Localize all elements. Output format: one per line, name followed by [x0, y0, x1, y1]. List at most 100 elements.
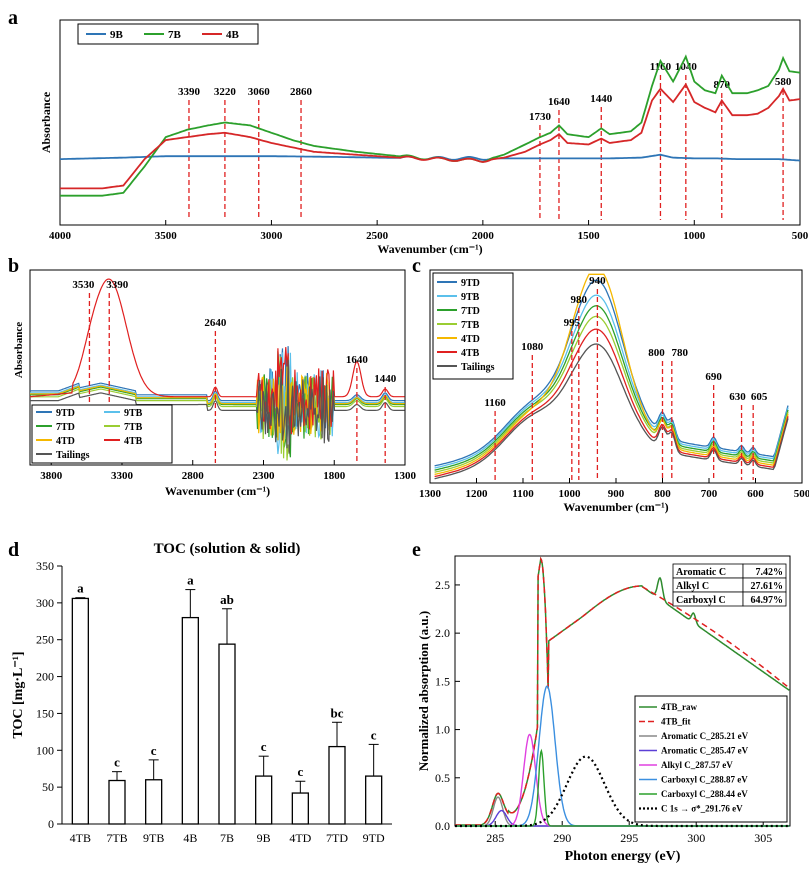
- legend-entry: 4TB: [461, 348, 480, 359]
- peak-annotation: 3390: [178, 86, 201, 98]
- legend-entry: 7TB: [461, 320, 480, 331]
- table-value: 7.42%: [756, 567, 784, 578]
- x-tick-label: 4TD: [289, 831, 311, 845]
- table-label: Aromatic C: [676, 567, 726, 578]
- peak-annotation: 580: [775, 76, 792, 88]
- legend-entry: Aromatic C_285.21 eV: [661, 731, 749, 741]
- y-tick-label: 0.5: [435, 771, 450, 785]
- bar-9TD: [365, 775, 383, 825]
- x-tick-label: 2500: [366, 230, 389, 242]
- y-axis-label: Absorbance: [39, 91, 53, 153]
- legend: [31, 404, 173, 464]
- series-line-4B: [60, 82, 801, 190]
- legend-entry: 7TD: [56, 422, 75, 433]
- x-tick-label: 2000: [472, 230, 495, 242]
- bar-9TB: [145, 779, 163, 825]
- significance-letter: a: [187, 573, 194, 588]
- y-tick-label: 100: [36, 743, 54, 757]
- x-axis-label: Wavenumber (cm⁻¹): [377, 242, 482, 256]
- y-tick-label: 50: [42, 780, 54, 794]
- legend-entry: 7TD: [461, 306, 480, 317]
- significance-letter: c: [114, 755, 120, 770]
- x-tick-label: 285: [486, 831, 504, 845]
- x-tick-label: 3800: [40, 470, 63, 482]
- y-tick-label: 300: [36, 596, 54, 610]
- legend-entry: 4TD: [56, 436, 75, 447]
- y-tick-label: 1.5: [435, 674, 450, 688]
- x-tick-label: 3000: [260, 230, 283, 242]
- x-tick-label: 4000: [49, 230, 72, 242]
- series-line-7TB: [434, 315, 789, 473]
- peak-annotation: 780: [672, 347, 689, 359]
- series-line-9TB: [434, 294, 789, 469]
- x-tick-label: 600: [747, 488, 764, 500]
- series-line-4TB_fit: [455, 556, 790, 826]
- peak-annotation: 1440: [590, 93, 613, 105]
- peak-annotation: 995: [564, 317, 581, 329]
- x-tick-label: 1800: [323, 470, 346, 482]
- legend-entry: 9TB: [124, 408, 143, 419]
- table-label: Carboxyl C: [676, 595, 726, 606]
- significance-letter: c: [297, 764, 303, 779]
- legend-entry: 4B: [226, 29, 240, 41]
- y-axis-label: Normalized absorption (a.u.): [416, 611, 431, 771]
- series-line-7TD: [434, 305, 789, 471]
- series-line-Tailings: [434, 343, 789, 480]
- legend: [432, 272, 514, 380]
- x-tick-label: 9TB: [143, 831, 164, 845]
- peak-annotation: 1160: [484, 397, 506, 409]
- table-label: Alkyl C: [676, 581, 709, 592]
- panel-label: b: [8, 255, 19, 277]
- panel-label: e: [412, 539, 421, 561]
- legend: [77, 23, 259, 45]
- x-tick-label: 1300: [394, 470, 417, 482]
- x-tick-label: 1300: [419, 488, 442, 500]
- panel-a-frame: [59, 19, 801, 226]
- x-axis-label: Wavenumber (cm⁻¹): [563, 500, 668, 514]
- x-tick-label: 700: [701, 488, 718, 500]
- x-tick-label: 3500: [155, 230, 178, 242]
- peak-annotation: 800: [648, 347, 665, 359]
- table-value: 27.61%: [751, 581, 784, 592]
- legend-entry: Tailings: [461, 362, 495, 373]
- peak-annotation: 3220: [214, 86, 237, 98]
- peak-annotation: 1080: [521, 341, 544, 353]
- peak-annotation: 690: [705, 371, 722, 383]
- significance-letter: ab: [220, 592, 234, 607]
- y-axis-label: TOC [mg·L⁻¹]: [11, 651, 26, 738]
- legend-entry: 4TD: [461, 334, 480, 345]
- peak-annotation: 3530: [72, 279, 95, 291]
- legend-entry: 4TB_raw: [661, 702, 698, 712]
- series-line-4TB: [434, 328, 789, 478]
- x-tick-label: 295: [620, 831, 638, 845]
- x-tick-label: 1500: [578, 230, 601, 242]
- x-tick-label: 7TD: [326, 831, 348, 845]
- legend-entry: Carboxyl C_288.87 eV: [661, 775, 748, 785]
- x-tick-label: 2300: [252, 470, 275, 482]
- peak-annotation: 1730: [529, 111, 552, 123]
- peak-annotation: 1640: [346, 354, 369, 366]
- y-tick-label: 0: [48, 817, 54, 831]
- x-tick-label: 1000: [683, 230, 706, 242]
- peak-annotation: 2640: [204, 317, 227, 329]
- peak-annotation: 940: [589, 275, 606, 287]
- x-tick-label: 7TB: [106, 831, 127, 845]
- legend-entry: 4TB_fit: [661, 717, 691, 727]
- component-peak: [455, 755, 790, 828]
- x-tick-label: 1000: [559, 488, 582, 500]
- bar-4TB: [71, 597, 89, 825]
- x-tick-label: 305: [754, 831, 772, 845]
- peak-annotation: 630: [729, 391, 746, 403]
- x-axis-label: Photon energy (eV): [565, 849, 681, 864]
- legend-entry: 9B: [110, 29, 124, 41]
- significance-letter: c: [151, 743, 157, 758]
- table-value: 64.97%: [751, 595, 784, 606]
- significance-letter: c: [261, 739, 267, 754]
- bar-9B: [255, 775, 273, 825]
- y-tick-label: 200: [36, 670, 54, 684]
- series-line-4TD: [30, 355, 405, 443]
- significance-letter: c: [371, 727, 377, 742]
- x-tick-label: 800: [654, 488, 671, 500]
- series-line-9TD: [30, 346, 405, 437]
